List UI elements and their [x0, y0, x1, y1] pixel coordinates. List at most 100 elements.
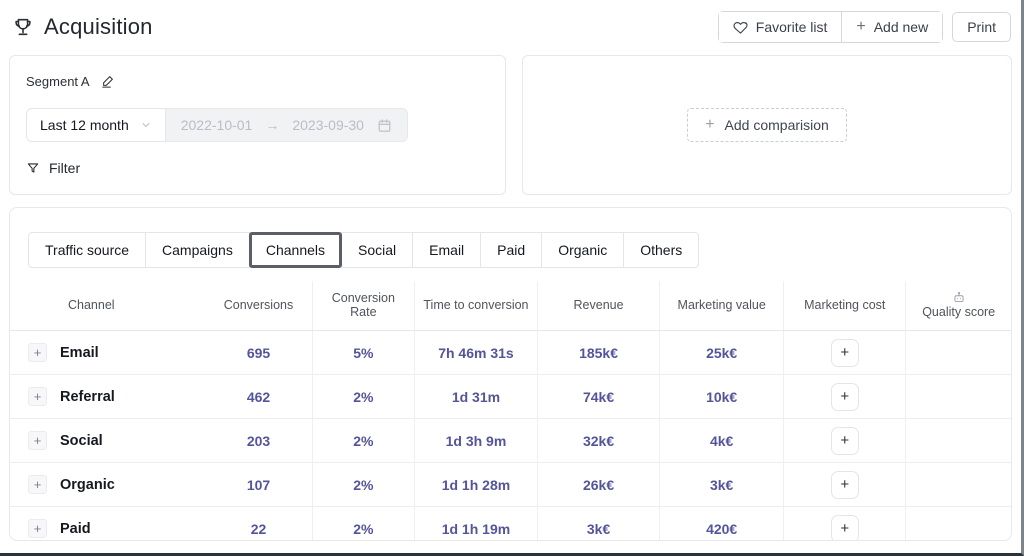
- tab-campaigns[interactable]: Campaigns: [145, 232, 250, 268]
- heart-icon: [733, 20, 748, 35]
- channel-name: Paid: [60, 520, 91, 537]
- quality-score-value: [905, 374, 1011, 419]
- revenue-value: 32k€: [536, 418, 660, 463]
- tab-social[interactable]: Social: [341, 232, 414, 268]
- funnel-icon: [26, 161, 40, 175]
- column-header-channel: Channel: [10, 281, 206, 331]
- channel-name: Social: [60, 432, 103, 449]
- table-row: + Paid 22 2% 1d 1h 19m 3k€ 420€ +: [10, 506, 1011, 540]
- plus-icon: +: [33, 389, 42, 404]
- add-marketing-cost-button[interactable]: +: [830, 470, 859, 499]
- filter-button[interactable]: Filter: [26, 160, 80, 176]
- marketing-value-value: 4k€: [659, 418, 784, 463]
- marketing-value-value: 420€: [659, 506, 784, 540]
- table-header-row: Channel Conversions Conversion Rate Time…: [10, 281, 1011, 331]
- add-marketing-cost-button[interactable]: +: [830, 426, 859, 455]
- top-actions: Favorite list + Add new Print: [717, 11, 1011, 43]
- page-title: Acquisition: [44, 14, 153, 39]
- filter-label: Filter: [49, 160, 81, 176]
- favorite-list-label: Favorite list: [755, 19, 828, 35]
- expand-row-button[interactable]: +: [28, 343, 47, 362]
- conversion-rate-value: 2%: [311, 418, 415, 463]
- add-marketing-cost-button[interactable]: +: [830, 514, 859, 540]
- segment-panel: Segment A Last 12 month: [9, 55, 506, 195]
- tab-organic[interactable]: Organic: [541, 232, 625, 268]
- marketing-value-value: 10k€: [659, 374, 784, 419]
- expand-row-button[interactable]: +: [28, 519, 47, 539]
- tab-email[interactable]: Email: [412, 232, 482, 268]
- plus-icon: +: [840, 476, 850, 493]
- time-to-conversion-value: 1d 3h 9m: [413, 418, 538, 463]
- time-to-conversion-value: 7h 46m 31s: [413, 330, 538, 375]
- segment-row: Segment A: [26, 73, 489, 89]
- revenue-value: 3k€: [536, 506, 660, 540]
- add-comparison-label: Add comparision: [724, 117, 829, 133]
- favorite-list-button[interactable]: Favorite list: [718, 12, 842, 42]
- revenue-value: 74k€: [536, 374, 660, 419]
- column-header-marketing-value: Marketing value: [659, 281, 784, 331]
- date-preset-dropdown[interactable]: Last 12 month: [26, 108, 166, 142]
- report-card: Traffic source Campaigns Channels Social…: [9, 207, 1012, 541]
- add-comparison-button[interactable]: + Add comparision: [687, 108, 847, 142]
- conversions-value: 203: [205, 418, 313, 463]
- trophy-icon: [12, 16, 34, 38]
- comparison-panel: + Add comparision: [522, 55, 1012, 195]
- time-to-conversion-value: 1d 31m: [413, 374, 538, 419]
- conversions-value: 22: [250, 520, 267, 537]
- edit-segment-button[interactable]: [100, 73, 116, 89]
- tab-others[interactable]: Others: [623, 232, 700, 268]
- channel-name: Email: [60, 344, 99, 361]
- expand-row-button[interactable]: +: [28, 431, 47, 450]
- add-marketing-cost-button[interactable]: +: [830, 338, 859, 367]
- arrow-right-icon: →: [265, 117, 280, 133]
- expand-row-button[interactable]: +: [28, 475, 47, 494]
- table-row: + Organic 107 2% 1d 1h 28m 26k€ 3k€ +: [10, 462, 1011, 507]
- column-header-revenue: Revenue: [536, 281, 660, 331]
- tab-traffic-source[interactable]: Traffic source: [28, 232, 147, 268]
- conversions-value: 107: [205, 462, 313, 507]
- tab-paid[interactable]: Paid: [480, 232, 543, 268]
- plus-icon: +: [840, 344, 850, 361]
- print-button[interactable]: Print: [952, 12, 1011, 42]
- table-row: + Social 203 2% 1d 3h 9m 32k€ 4k€ +: [10, 418, 1011, 463]
- plus-icon: +: [33, 521, 42, 537]
- plus-icon: +: [840, 520, 850, 538]
- table-row: + Referral 462 2% 1d 31m 74k€ 10k€ +: [10, 374, 1011, 419]
- chevron-down-icon: [140, 119, 152, 131]
- revenue-value: 26k€: [536, 462, 660, 507]
- date-range-display[interactable]: 2022-10-01 → 2023-09-30: [165, 108, 408, 142]
- column-header-marketing-cost: Marketing cost: [783, 281, 906, 331]
- conversion-rate-value: 5%: [311, 330, 415, 375]
- conversion-rate-value: 2%: [311, 374, 415, 419]
- quality-score-value: [905, 462, 1011, 507]
- segment-name: Segment A: [26, 73, 90, 89]
- plus-icon: +: [856, 18, 866, 35]
- top-bar: Acquisition Favorite list + Add new: [0, 0, 1021, 51]
- quality-score-value: [905, 418, 1011, 463]
- conversion-rate-value: 2%: [311, 462, 415, 507]
- title-wrap: Acquisition: [12, 14, 153, 40]
- column-header-conversions: Conversions: [205, 281, 313, 331]
- favorite-addnew-button-group: Favorite list + Add new: [717, 11, 944, 43]
- conversions-value: 695: [205, 330, 313, 375]
- column-header-conversion-rate: Conversion Rate: [311, 281, 415, 331]
- channel-name: Organic: [60, 476, 115, 493]
- filter-panels: Segment A Last 12 month: [0, 55, 1021, 195]
- plus-icon: +: [33, 433, 42, 448]
- channel-name: Referral: [60, 388, 115, 405]
- date-range-control: Last 12 month 2022-10-01 → 2023-09-30: [26, 108, 408, 142]
- plus-icon: +: [840, 432, 850, 449]
- column-header-quality-score: Quality score: [905, 281, 1011, 331]
- marketing-value-value: 3k€: [659, 462, 784, 507]
- tab-channels[interactable]: Channels: [248, 232, 343, 268]
- add-marketing-cost-button[interactable]: +: [830, 382, 859, 411]
- table-row: + Email 695 5% 7h 46m 31s 185k€ 25k€ +: [10, 330, 1011, 375]
- quality-score-value: [905, 506, 1011, 540]
- print-label: Print: [967, 19, 996, 35]
- date-preset-label: Last 12 month: [40, 117, 129, 133]
- conversions-value: 462: [205, 374, 313, 419]
- add-new-button[interactable]: + Add new: [841, 12, 943, 42]
- expand-row-button[interactable]: +: [28, 387, 47, 406]
- date-end: 2023-09-30: [292, 117, 364, 133]
